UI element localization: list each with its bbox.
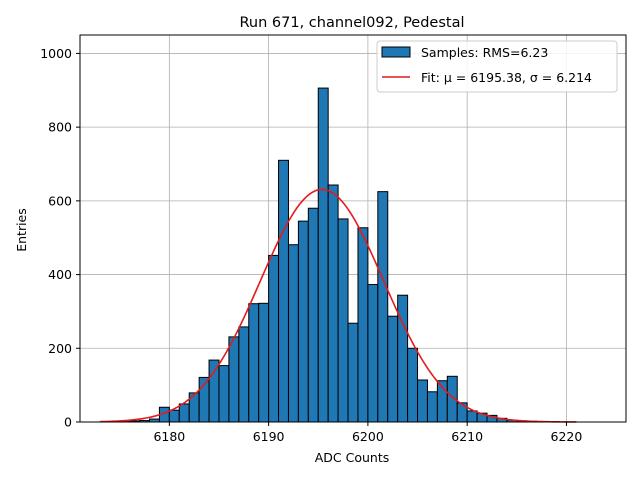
plot-frame bbox=[79, 34, 627, 423]
histogram-bar bbox=[178, 403, 190, 423]
histogram-bar bbox=[407, 347, 419, 423]
histogram-bar bbox=[387, 315, 399, 423]
histogram-bar bbox=[377, 191, 389, 423]
histogram-bar bbox=[297, 220, 309, 423]
histogram-bar bbox=[218, 365, 230, 423]
histogram-bar bbox=[287, 244, 299, 423]
legend-box bbox=[376, 40, 618, 93]
histogram-bar bbox=[327, 184, 339, 423]
legend-histogram-swatch bbox=[381, 46, 411, 58]
histogram-bar bbox=[228, 336, 240, 423]
x-tick-label: 6220 bbox=[551, 429, 583, 444]
fit-curve bbox=[99, 188, 577, 423]
y-tick-label: 600 bbox=[48, 193, 72, 208]
y-tick-label: 0 bbox=[64, 415, 72, 430]
histogram-bar bbox=[168, 409, 180, 423]
histogram-bar bbox=[367, 284, 379, 423]
y-tick-label: 400 bbox=[48, 267, 72, 282]
histogram-bar bbox=[337, 218, 349, 423]
histogram-bar bbox=[466, 410, 478, 423]
histogram-bars bbox=[119, 87, 548, 423]
y-tick-label: 1000 bbox=[40, 46, 72, 61]
x-tick-label: 6200 bbox=[352, 429, 384, 444]
histogram-bar bbox=[357, 227, 369, 423]
histogram-bar bbox=[268, 254, 280, 423]
y-tick-label: 200 bbox=[48, 341, 72, 356]
histogram-bar bbox=[278, 159, 289, 423]
x-axis-label: ADC Counts bbox=[315, 450, 390, 465]
histogram-bar bbox=[307, 207, 319, 423]
x-tick-label: 6210 bbox=[451, 429, 483, 444]
chart-title: Run 671, channel092, Pedestal bbox=[239, 15, 464, 31]
legend-histogram-label: Samples: RMS=6.23 bbox=[421, 45, 548, 60]
y-axis-label: Entries bbox=[14, 208, 29, 252]
x-tick-label: 6180 bbox=[153, 429, 185, 444]
histogram-bar bbox=[248, 303, 260, 423]
histogram-bar bbox=[317, 87, 329, 423]
y-tick-label: 800 bbox=[48, 120, 72, 135]
histogram-bar bbox=[208, 359, 220, 423]
histogram-bar bbox=[347, 322, 359, 423]
x-tick-label: 6190 bbox=[253, 429, 285, 444]
axis-ticks: 6180 6190 6200 6210 6220 0 200 400 600 800 1000 bbox=[40, 46, 582, 444]
legend: Samples: RMS=6.23 Fit: μ = 6195.38, σ = … bbox=[376, 40, 618, 93]
histogram-bar bbox=[238, 326, 250, 423]
legend-fit-label: Fit: μ = 6195.38, σ = 6.214 bbox=[421, 70, 592, 85]
histogram-bar bbox=[417, 379, 428, 423]
histogram-bar bbox=[426, 391, 438, 423]
histogram-bar bbox=[258, 302, 270, 423]
